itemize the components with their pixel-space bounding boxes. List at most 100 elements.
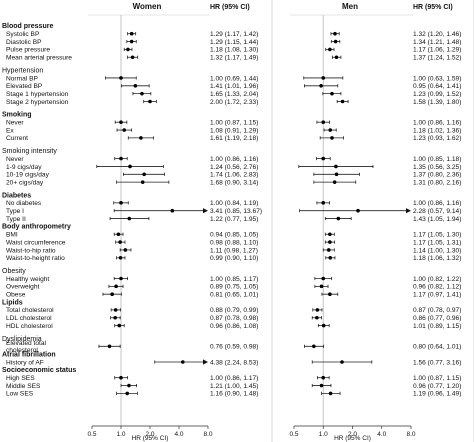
men-hr-point <box>328 292 332 297</box>
row-label: Pulse pressure <box>6 47 50 54</box>
men-ci-text: 1.23 (0.93, 1.62) <box>413 135 461 142</box>
men-hr-point <box>315 308 320 312</box>
women-ci-text: 0.94 (0.85, 1.05) <box>210 232 258 239</box>
women-ci-text: 1.00 (0.86, 1.16) <box>210 156 258 163</box>
women-x-tick-label: 2.0 <box>145 431 154 438</box>
men-ci-text: 1.00 (0.82, 1.22) <box>413 276 461 283</box>
women-hr-point <box>119 201 123 205</box>
women-ci-text: 1.00 (0.86, 1.17) <box>210 375 258 382</box>
row-label: Waist circumference <box>6 239 66 246</box>
row-label: Elevated BP <box>6 83 43 90</box>
row-label: Overweight <box>6 284 40 291</box>
men-hr-point <box>321 375 326 380</box>
women-hr-point <box>122 128 127 132</box>
men-ci-text: 0.95 (0.64, 1.41) <box>413 83 461 90</box>
men-hr-point <box>328 232 332 237</box>
men-x-tick-label: 8.0 <box>406 431 415 438</box>
men-ci-text: 1.32 (1.20, 1.46) <box>413 31 461 38</box>
row-label: Total cholesterol <box>6 307 54 314</box>
women-x-tick-label: 4.0 <box>174 431 183 438</box>
row-label: Type I <box>6 208 24 215</box>
men-ci-text: 0.86 (0.77, 0.96) <box>413 315 461 322</box>
women-x-tick-label: 0.5 <box>87 431 96 438</box>
section-header: Socioeconomic status <box>2 367 76 374</box>
men-hr-point <box>321 120 326 124</box>
women-hr-point <box>139 136 143 140</box>
row-label: 20+ cigs/day <box>6 179 44 186</box>
men-hr-point <box>321 276 326 281</box>
section-header: Lipids <box>2 299 23 306</box>
women-hr-point <box>107 344 112 349</box>
row-label: 10-19 cigs/day <box>6 172 50 179</box>
men-x-tick-label: 2.0 <box>348 431 357 438</box>
men-ci-text: 0.96 (0.82, 1.12) <box>413 284 461 291</box>
men-hr-point <box>315 315 319 320</box>
women-ci-text: 1.00 (0.85, 1.17) <box>210 276 258 283</box>
men-hr-point <box>321 201 326 205</box>
women-panel-title: Women <box>133 2 162 11</box>
women-ci-header: HR (95% CI) <box>210 4 250 11</box>
women-ci-text: 0.81 (0.65, 1.01) <box>210 292 258 299</box>
row-label: Stage 2 hypertension <box>6 99 69 106</box>
men-hr-point <box>328 240 332 244</box>
men-hr-point <box>334 55 339 60</box>
women-x-tick-label: 8.0 <box>203 431 212 438</box>
section-header: Body anthropometry <box>2 224 71 231</box>
women-ci-arrow <box>203 208 208 214</box>
women-hr-point <box>130 55 135 60</box>
men-ci-text: 1.56 (0.77, 3.16) <box>413 359 461 366</box>
men-ci-text: 1.34 (1.21, 1.48) <box>413 39 461 46</box>
men-ci-text: 0.87 (0.78, 0.97) <box>413 307 461 314</box>
row-label: Normal BP <box>6 75 38 82</box>
men-hr-point <box>326 248 331 252</box>
men-x-tick-label: 0.5 <box>289 431 298 438</box>
women-hr-point <box>128 164 132 169</box>
women-hr-point <box>119 375 123 380</box>
men-ci-text: 1.19 (0.96, 1.49) <box>413 391 461 398</box>
men-hr-point <box>333 39 338 44</box>
men-hr-point <box>340 99 345 104</box>
women-ci-text: 0.87 (0.78, 0.98) <box>210 315 258 322</box>
row-label: Current <box>6 135 28 142</box>
men-hr-point <box>334 164 338 169</box>
women-ci-text: 1.29 (1.17, 1.42) <box>210 31 258 38</box>
women-ci-text: 1.68 (0.90, 3.14) <box>210 179 258 186</box>
row-label: Never <box>6 156 24 163</box>
men-hr-point <box>319 383 324 388</box>
women-hr-point <box>127 216 132 221</box>
row-label: BMI <box>6 232 18 239</box>
men-ci-text: 1.43 (1.05, 1.94) <box>413 216 461 223</box>
women-ci-text: 0.76 (0.59, 0.98) <box>210 344 258 351</box>
section-header: Smoking intensity <box>2 148 57 155</box>
women-hr-point <box>125 391 130 396</box>
row-label: Type II <box>6 216 26 223</box>
row-label: Never <box>6 120 24 127</box>
men-ci-text: 1.00 (0.85, 1.18) <box>413 156 461 163</box>
women-x-axis-label: HR (95% CI) <box>132 435 169 442</box>
women-ci-text: 1.24 (0.56, 2.76) <box>210 164 258 171</box>
section-header: Dyslipidemia <box>2 336 42 343</box>
women-hr-point <box>180 360 185 364</box>
women-ci-text: 1.18 (1.08, 1.30) <box>210 47 258 54</box>
women-ci-text: 1.32 (1.17, 1.49) <box>210 55 258 62</box>
row-label: cholesterol <box>6 347 38 354</box>
women-ci-text: 1.00 (0.87, 1.15) <box>210 120 258 127</box>
row-label: Obese <box>6 292 26 299</box>
section-header: Diabetes <box>2 192 31 199</box>
men-ci-text: 1.17 (1.05, 1.30) <box>413 232 461 239</box>
men-hr-point <box>328 255 333 260</box>
women-hr-point <box>142 172 146 177</box>
women-ci-arrow <box>203 359 208 365</box>
women-ci-text: 1.65 (1.33, 2.04) <box>210 91 258 98</box>
row-label: High SES <box>6 375 35 382</box>
men-hr-point <box>340 360 344 364</box>
men-ci-arrow <box>406 208 411 214</box>
men-ci-text: 1.01 (0.89, 1.15) <box>413 323 461 330</box>
women-ci-text: 1.21 (1.00, 1.45) <box>210 383 258 390</box>
men-ci-text: 0.96 (0.77, 1.20) <box>413 383 461 390</box>
men-hr-point <box>328 391 333 396</box>
women-ci-text: 1.00 (0.84, 1.19) <box>210 200 258 207</box>
women-hr-point <box>114 284 118 289</box>
row-label: Waist-to-hip ratio <box>6 247 56 254</box>
